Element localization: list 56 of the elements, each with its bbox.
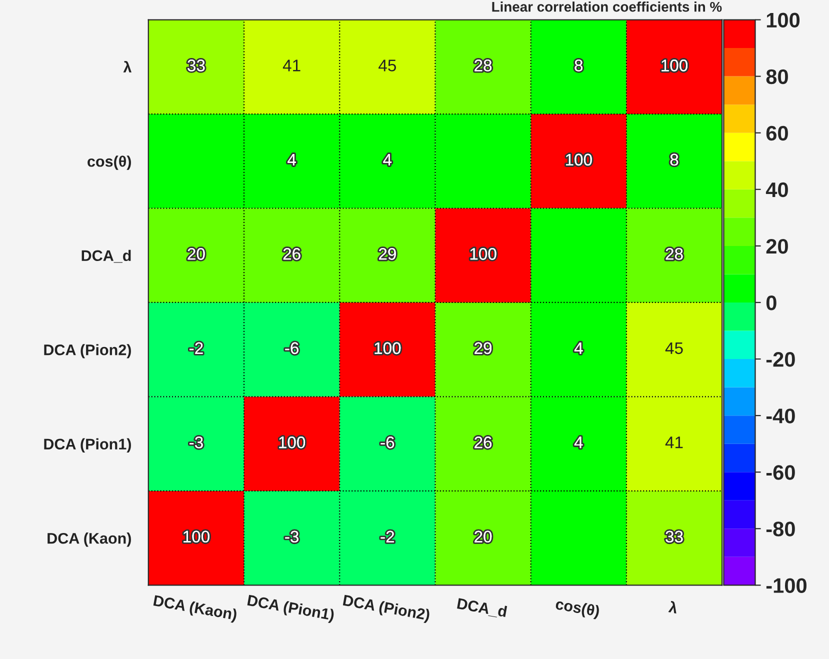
data-label: 4 — [288, 154, 296, 166]
color-bar-label: -100 — [766, 578, 806, 593]
data-label: 33 — [188, 60, 205, 72]
color-bar-label: -60 — [766, 465, 795, 480]
data-label: 26 — [283, 248, 300, 260]
data-label: 4 — [574, 342, 583, 354]
y-tick-label: DCA_d — [82, 250, 131, 263]
x-tick-label: DCA (Kaon) — [152, 594, 238, 624]
y-tick-label: DCA (Kaon) — [48, 532, 131, 547]
data-label: 8 — [574, 60, 583, 72]
data-label: 29 — [378, 248, 396, 260]
data-label: 33 — [666, 530, 683, 543]
data-label: 100 — [184, 530, 210, 543]
data-label: 28 — [666, 248, 683, 260]
data-label: 4 — [574, 436, 583, 448]
data-label: -2 — [380, 530, 394, 542]
data-label: 4 — [383, 154, 392, 166]
color-bar-label: 80 — [766, 69, 788, 84]
data-label: -2 — [190, 342, 203, 354]
data-label: 45 — [378, 60, 396, 72]
color-bar-label: 60 — [766, 126, 788, 141]
color-bar-label: -20 — [766, 352, 795, 367]
data-label: 41 — [665, 436, 683, 448]
data-label: 29 — [474, 342, 492, 354]
color-bar-label: 20 — [766, 238, 788, 254]
x-tick-label: DCA_d — [456, 598, 508, 619]
data-label: -6 — [285, 342, 298, 354]
x-tick-label: DCA (Pion2) — [342, 594, 430, 624]
data-label: 26 — [474, 436, 492, 448]
data-label: -3 — [285, 530, 298, 543]
chart-title: Linear correlation coefficients in % — [492, 2, 722, 12]
color-bar-label: -80 — [766, 522, 795, 536]
data-label: 20 — [474, 530, 492, 543]
y-tick-label: DCA (Pion1) — [44, 438, 131, 453]
color-bar-label: 0 — [766, 295, 776, 310]
data-label: 45 — [665, 342, 683, 354]
color-bar-label: 40 — [766, 182, 788, 198]
x-tick-label: λ — [668, 600, 678, 614]
x-tick-label: DCA (Pion1) — [246, 594, 335, 624]
data-label: 20 — [188, 248, 205, 260]
color-bar-label: 100 — [766, 12, 800, 28]
color-bar-label: -40 — [766, 408, 795, 424]
y-tick-label: λ — [123, 60, 132, 72]
y-tick-label: cos(θ) — [88, 156, 131, 170]
y-tick-label: DCA (Pion2) — [44, 344, 131, 358]
data-label: 100 — [374, 342, 401, 354]
x-tick-label: cos(θ) — [554, 598, 600, 620]
data-label: 100 — [470, 248, 496, 260]
data-label: 41 — [282, 60, 300, 72]
data-label: 100 — [662, 60, 688, 72]
data-label: -6 — [380, 436, 394, 448]
data-label: 8 — [670, 154, 678, 166]
data-label: 100 — [566, 154, 592, 166]
data-label: -3 — [190, 436, 203, 448]
data-label: 28 — [474, 60, 492, 72]
data-label: 100 — [279, 436, 306, 448]
